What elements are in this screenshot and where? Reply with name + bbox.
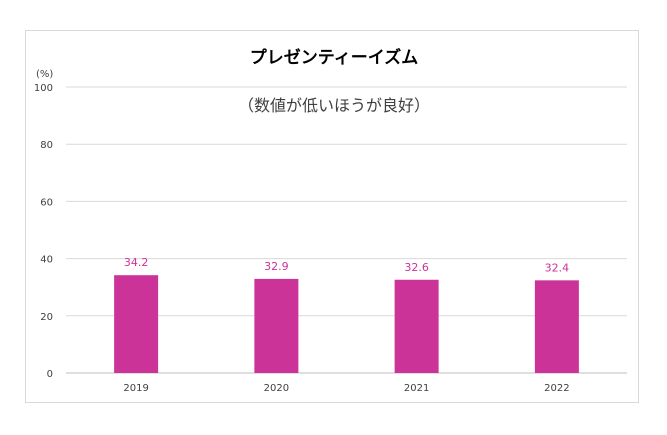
chart-frame: プレゼンティーイズム （数値が低いほうが良好） (%) 0 20 40 60 80 100… [25,30,639,403]
data-label-2019: 34.2 [124,256,149,269]
y-tick-label: 80 [40,140,53,151]
data-labels: 34.2 32.9 32.6 32.4 [124,256,569,274]
bars [114,275,579,373]
y-tick-label: 60 [40,197,53,208]
y-axis-unit-label: (%) [36,69,53,80]
x-tick-label: 2021 [404,383,429,394]
x-axis-ticks: 2019 2020 2021 2022 [123,383,569,394]
y-tick-label: 100 [34,83,53,94]
x-tick-label: 2020 [264,383,289,394]
bar-2020 [254,278,299,373]
bar-2021 [394,279,439,373]
chart-title: プレゼンティーイズム [250,47,418,68]
bar-2022 [534,280,579,373]
y-tick-label: 20 [40,312,53,323]
x-tick-label: 2019 [123,383,148,394]
gridlines [66,86,627,374]
data-label-2021: 32.6 [404,261,429,274]
data-label-2020: 32.9 [264,260,289,273]
x-tick-label: 2022 [544,383,569,394]
y-tick-label: 40 [40,255,53,266]
bar-chart: プレゼンティーイズム （数値が低いほうが良好） (%) 0 20 40 60 80 100… [34,47,627,394]
y-tick-label: 0 [47,369,53,380]
y-axis-ticks: 0 20 40 60 80 100 [34,83,53,380]
bar-2019 [114,275,159,373]
data-label-2022: 32.4 [545,261,570,274]
chart-note: （数値が低いほうが良好） [238,96,430,115]
